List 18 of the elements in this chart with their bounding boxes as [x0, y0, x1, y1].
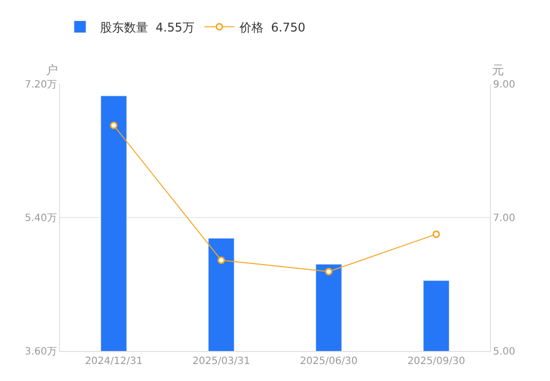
y-tick-label: 3.60万 [24, 346, 57, 358]
point [218, 256, 225, 264]
x-tick-label: 2025/09/30 [407, 356, 466, 367]
x-tick-label: 2025/03/31 [192, 356, 250, 367]
y2-tick-label: 9.00 [493, 80, 516, 90]
y-tick-label: 7.20万 [24, 80, 57, 90]
y-tick-label: 5.40万 [24, 213, 57, 224]
point [325, 268, 332, 276]
x-tick-label: 2024/12/31 [84, 356, 143, 367]
point [432, 230, 440, 238]
legend-label: 股东数量 4.55万 [100, 20, 194, 34]
y2-axis-title: 元 [492, 63, 504, 77]
legend-label: 价格 6.750 [238, 20, 306, 34]
point [110, 122, 118, 130]
y2-tick-label: 7.00 [493, 213, 516, 224]
x-tick-label: 2025/06/30 [300, 356, 358, 367]
y-axis-title: 户 [46, 63, 58, 77]
y2-tick-label: 5.00 [493, 346, 516, 358]
